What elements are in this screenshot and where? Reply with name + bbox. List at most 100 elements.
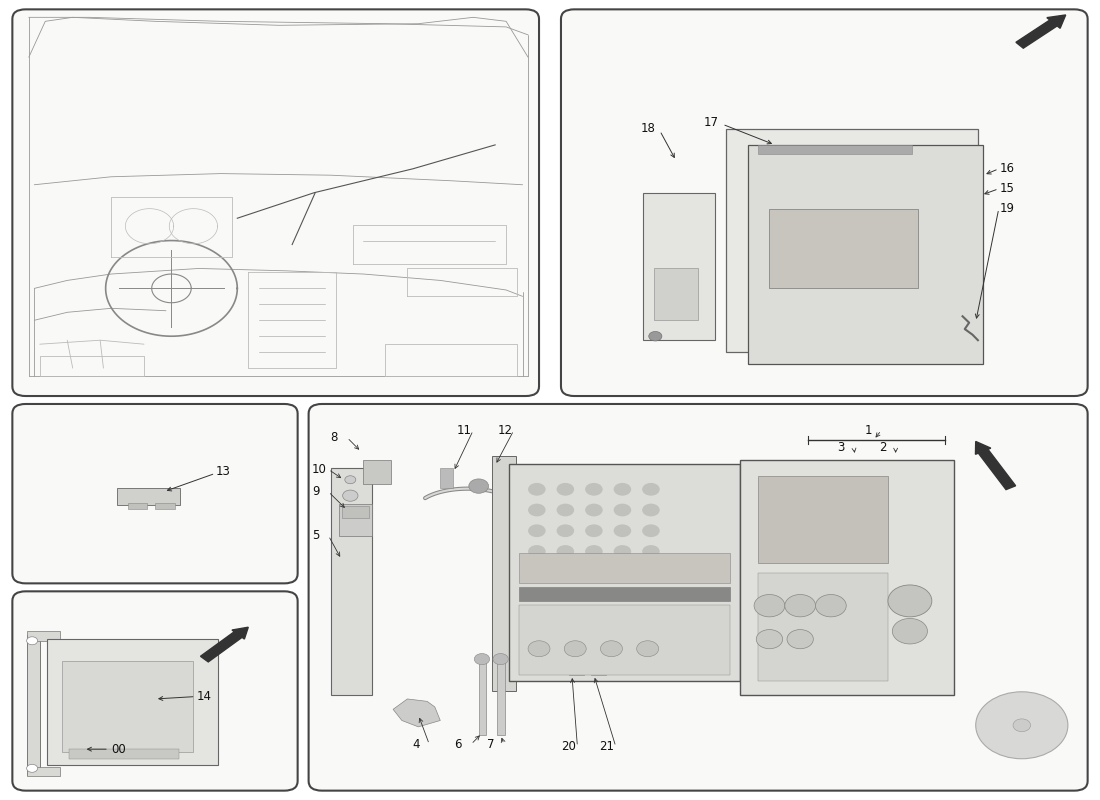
Circle shape — [528, 524, 546, 537]
Bar — [519, 586, 730, 601]
Circle shape — [26, 637, 37, 645]
Circle shape — [892, 618, 927, 644]
Bar — [569, 655, 584, 675]
Text: 16: 16 — [1000, 162, 1015, 175]
Bar — [644, 193, 715, 340]
Circle shape — [585, 524, 603, 537]
Bar — [26, 631, 59, 641]
Bar — [363, 460, 390, 484]
Circle shape — [342, 490, 358, 502]
Text: 3: 3 — [837, 442, 845, 454]
Text: eurospares: eurospares — [646, 590, 750, 608]
Circle shape — [469, 479, 488, 494]
Circle shape — [585, 483, 603, 496]
Text: 4: 4 — [412, 738, 420, 751]
Bar — [47, 639, 218, 765]
Text: 10: 10 — [312, 463, 327, 476]
Bar — [128, 503, 147, 510]
Circle shape — [528, 641, 550, 657]
Circle shape — [585, 504, 603, 516]
Text: 8: 8 — [331, 431, 338, 444]
Bar — [341, 506, 368, 518]
Circle shape — [649, 331, 662, 341]
Text: 12: 12 — [497, 424, 513, 437]
Text: 14: 14 — [197, 690, 211, 703]
Bar — [519, 605, 730, 675]
Circle shape — [557, 483, 574, 496]
Circle shape — [637, 641, 659, 657]
Circle shape — [642, 483, 660, 496]
Circle shape — [601, 641, 623, 657]
Bar — [759, 573, 888, 681]
Text: 11: 11 — [456, 424, 472, 437]
Bar — [726, 129, 978, 352]
FancyBboxPatch shape — [561, 10, 1088, 396]
Text: eurospares: eurospares — [124, 680, 186, 690]
Circle shape — [642, 504, 660, 516]
Text: 20: 20 — [561, 740, 575, 754]
FancyBboxPatch shape — [12, 591, 298, 790]
Circle shape — [493, 654, 508, 665]
FancyArrow shape — [1016, 15, 1066, 48]
Bar — [478, 659, 486, 735]
FancyArrow shape — [200, 627, 249, 662]
Text: eurospares: eurospares — [779, 218, 866, 232]
Circle shape — [614, 545, 631, 558]
Text: 5: 5 — [312, 529, 319, 542]
Circle shape — [976, 692, 1068, 758]
Circle shape — [564, 641, 586, 657]
Circle shape — [642, 545, 660, 558]
Text: 00: 00 — [111, 742, 125, 756]
Bar — [509, 464, 740, 681]
Circle shape — [888, 585, 932, 617]
Bar — [26, 635, 40, 774]
Circle shape — [557, 504, 574, 516]
Text: 18: 18 — [641, 122, 656, 135]
Bar — [26, 766, 59, 776]
Circle shape — [614, 504, 631, 516]
Bar — [591, 655, 606, 675]
Bar — [740, 460, 954, 695]
FancyBboxPatch shape — [309, 404, 1088, 790]
Bar — [748, 145, 983, 364]
Bar — [440, 468, 453, 488]
Bar — [497, 659, 505, 735]
Bar — [331, 468, 372, 695]
FancyBboxPatch shape — [12, 10, 539, 396]
Bar — [155, 503, 175, 510]
Bar — [759, 145, 912, 154]
Bar — [62, 661, 194, 752]
Circle shape — [642, 524, 660, 537]
Circle shape — [557, 545, 574, 558]
FancyBboxPatch shape — [12, 404, 298, 583]
Text: 6: 6 — [454, 738, 462, 751]
Bar — [492, 456, 516, 691]
Circle shape — [557, 524, 574, 537]
Text: 19: 19 — [1000, 202, 1015, 215]
Bar — [339, 504, 372, 535]
Text: eurospares: eurospares — [124, 489, 186, 499]
Circle shape — [786, 630, 813, 649]
Circle shape — [815, 594, 846, 617]
Bar — [759, 476, 888, 563]
Polygon shape — [393, 699, 440, 727]
Text: 1: 1 — [865, 424, 872, 437]
Text: 13: 13 — [216, 466, 230, 478]
Circle shape — [344, 476, 355, 484]
Text: 7: 7 — [487, 738, 495, 751]
Circle shape — [784, 594, 815, 617]
Circle shape — [614, 483, 631, 496]
Circle shape — [1013, 719, 1031, 732]
Bar — [654, 269, 698, 320]
Circle shape — [614, 524, 631, 537]
Circle shape — [26, 764, 37, 772]
Circle shape — [528, 504, 546, 516]
Circle shape — [755, 594, 784, 617]
Text: 21: 21 — [600, 740, 615, 754]
Circle shape — [474, 654, 490, 665]
Circle shape — [528, 483, 546, 496]
Bar — [69, 749, 179, 758]
Text: 9: 9 — [312, 485, 319, 498]
Text: eurospares: eurospares — [218, 247, 322, 266]
Text: 2: 2 — [879, 442, 887, 454]
